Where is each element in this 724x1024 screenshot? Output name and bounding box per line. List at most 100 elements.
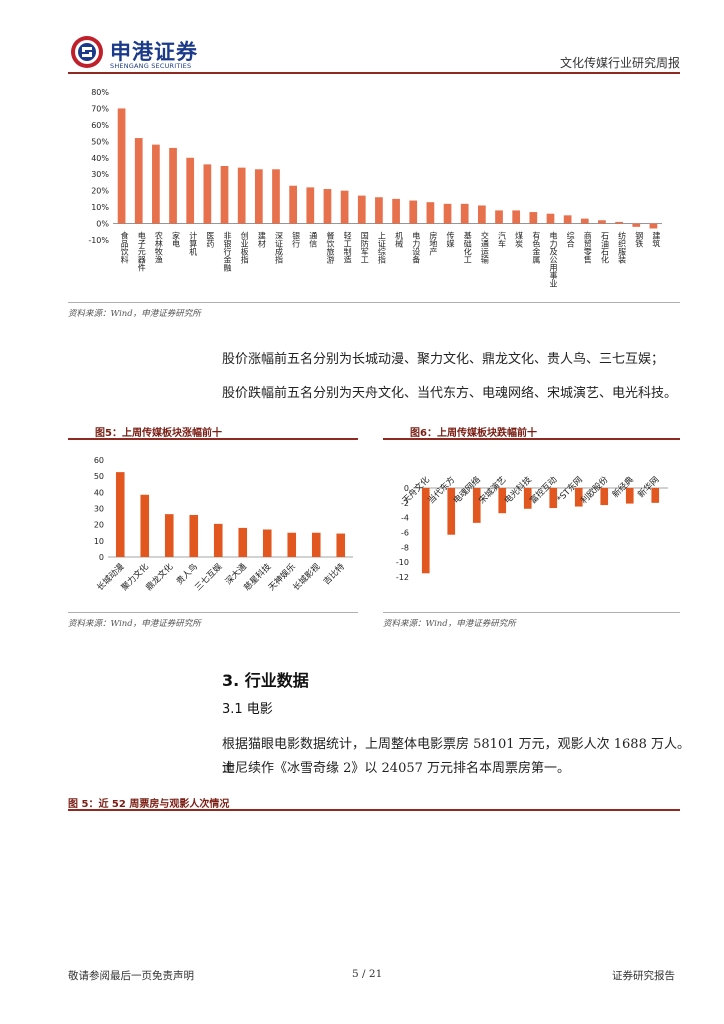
category-label: 餐饮旅游 (326, 232, 335, 265)
bar (262, 529, 272, 557)
footer-report-type: 证券研究报告 (612, 970, 675, 982)
bar (311, 532, 321, 557)
bar (189, 514, 199, 557)
bar (563, 215, 572, 224)
y-tick-label: -6 (401, 529, 409, 538)
figure-movie-rule (68, 809, 680, 811)
y-tick-label: -2 (401, 499, 409, 508)
paragraph-gainers: 股价涨幅前五名分别为长城动漫、聚力文化、鼎龙文化、贵人鸟、三七互娱； (222, 352, 665, 367)
bar (340, 190, 349, 224)
category-label: 电力设备 (412, 231, 421, 265)
paragraph-movie-line2: 士尼续作《冰雪奇缘 2》以 24057 万元排名本周票房第一。 (222, 761, 571, 776)
header-rule (68, 72, 680, 74)
y-tick-label: 20 (94, 521, 104, 530)
category-label: 建筑 (652, 231, 661, 249)
y-tick-label: 50% (91, 137, 109, 146)
category-label: 电子元器件 (137, 231, 146, 273)
bar (529, 212, 538, 224)
y-tick-label: 30% (91, 170, 109, 179)
y-tick-label: 20% (91, 187, 109, 196)
category-label: 非银行金融 (223, 231, 232, 273)
category-label: 房地产 (429, 231, 438, 257)
bar (238, 527, 248, 557)
bar (472, 488, 481, 523)
bar (443, 203, 452, 224)
y-tick-label: 40% (91, 154, 109, 163)
figure6-rule (383, 438, 680, 440)
category-label: 食品饮料 (120, 231, 129, 265)
bar (254, 169, 263, 224)
bar (598, 220, 606, 224)
footer-disclaimer: 敬请参阅最后一页免责声明 (68, 970, 194, 982)
y-tick-label: 60% (91, 121, 109, 130)
bar (447, 488, 456, 535)
bar (169, 147, 177, 224)
bar (426, 202, 435, 224)
figure-movie-title: 图 5：近 52 周票房与观影人次情况 (68, 799, 230, 810)
y-tick-label: -12 (396, 573, 409, 582)
bar (357, 195, 366, 224)
bar (409, 200, 418, 224)
chart1-source: 资料来源：Wind，申港证券研究所 (68, 309, 201, 319)
bar (289, 185, 298, 224)
figure6-bottom-rule (383, 612, 680, 613)
bar (213, 523, 223, 557)
category-label: 基础化工 (463, 231, 472, 264)
bar (512, 210, 521, 224)
category-label: 石油石化 (600, 232, 609, 265)
figure6-title: 图6：上周传媒板块跌幅前十 (410, 428, 537, 439)
bar (549, 488, 558, 509)
category-label: 三七互娱 (193, 562, 224, 593)
bar (600, 488, 609, 506)
bar (460, 203, 469, 224)
bar (574, 488, 583, 507)
bar (323, 189, 332, 224)
category-label: 医药 (206, 232, 215, 249)
figure5-rule (68, 438, 358, 440)
category-label: 建材 (257, 231, 266, 248)
bar (375, 197, 383, 224)
bar (498, 488, 507, 514)
y-tick-label: -10% (88, 236, 109, 245)
category-label: 机械 (395, 231, 404, 249)
y-tick-label: -8 (401, 543, 409, 552)
category-label: 钢铁 (635, 231, 644, 249)
y-tick-label: 30 (94, 505, 104, 514)
figure5-title: 图5：上周传媒板块涨幅前十 (95, 428, 222, 439)
bar (495, 210, 503, 224)
paragraph-movie-line1: 根据猫眼电影数据统计，上周整体电影票房 58101 万元，观影人次 1688 万… (222, 737, 690, 776)
bar (546, 213, 555, 224)
bar (287, 532, 297, 557)
category-label: 传媒 (446, 231, 455, 249)
category-label: 综合 (566, 231, 575, 249)
category-label: 煤炭 (515, 231, 524, 249)
industry-performance-chart: -10% 0% 10% 20% 30% 40% 50% 60% 70% 80% 食品饮料 电子元器件农… (88, 88, 662, 288)
report-title: 文化传媒行业研究周报 (559, 56, 680, 70)
figure6-source: 资料来源：Wind，申港证券研究所 (383, 619, 516, 629)
company-name-en: SHENGANG SECURITIES (110, 62, 192, 70)
subsection-title: 3.1 电影 (222, 702, 273, 717)
category-label: 鼎龙文化 (144, 561, 176, 593)
bar (392, 198, 400, 224)
losers-top10-chart: -12-10-8-6-4-20天舟文化当代东方电魂网络宋城演艺电光科技富控互动*… (396, 474, 668, 582)
y-tick-label: 80% (91, 88, 109, 97)
category-label: 通信 (309, 231, 318, 249)
footer-page-number: 5 / 21 (352, 968, 383, 980)
bar (140, 494, 150, 557)
bar (164, 514, 174, 557)
bar (134, 138, 143, 224)
category-label: 计算机 (189, 231, 198, 257)
category-label: 有色金属 (532, 231, 541, 265)
bar (152, 144, 160, 224)
category-label: 电力及公用事业 (549, 231, 558, 288)
category-label: 吉比特 (321, 561, 347, 587)
bar (186, 157, 195, 224)
y-tick-label: 0 (99, 553, 104, 562)
bar (632, 223, 641, 227)
category-label: 上证综指 (377, 232, 386, 265)
category-label: 银行 (292, 231, 301, 249)
bar (272, 169, 280, 224)
bar (336, 533, 346, 557)
y-tick-label: 0% (96, 220, 109, 229)
